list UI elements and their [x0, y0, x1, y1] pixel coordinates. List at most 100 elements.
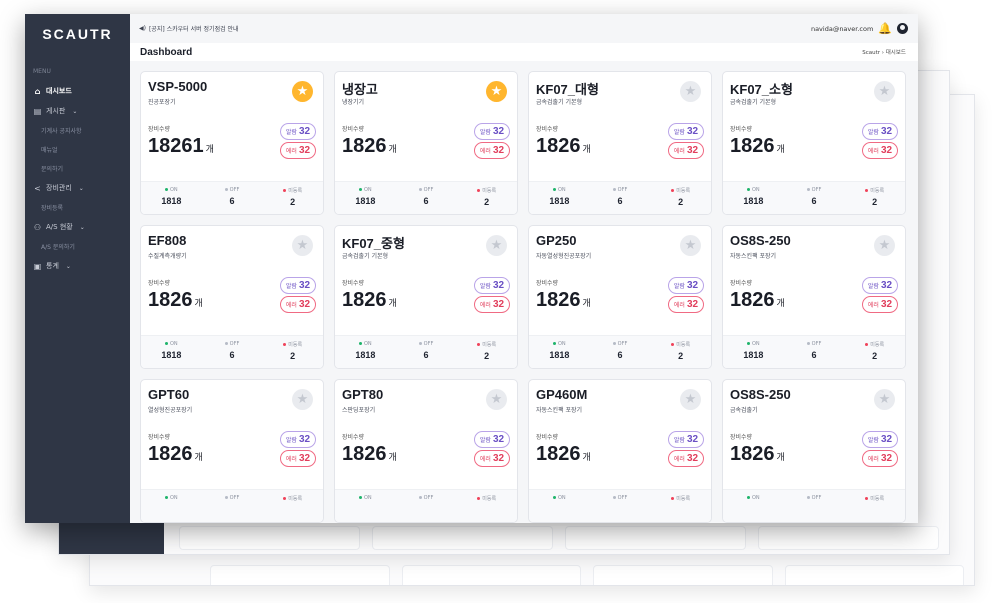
error-badge[interactable]: 에러 32	[474, 142, 510, 159]
device-count-value: 1826	[536, 289, 581, 311]
error-badge[interactable]: 에러 32	[280, 296, 316, 313]
favorite-star-icon[interactable]: ★	[874, 81, 895, 102]
unreg-label: 미등록	[676, 342, 691, 348]
error-badge[interactable]: 에러 32	[862, 450, 898, 467]
alarm-badge[interactable]: 알람 32	[668, 123, 704, 140]
sidebar-item-5[interactable]: < 장비관리 ⌄	[25, 178, 130, 198]
error-badge[interactable]: 에러 32	[474, 450, 510, 467]
breadcrumb[interactable]: Scautr › 대시보드	[862, 50, 906, 57]
sidebar-item-label: 기계사 공지사항	[41, 128, 82, 135]
sidebar-item-label: A/S 문의하기	[41, 244, 75, 251]
favorite-star-icon[interactable]: ★	[292, 81, 313, 102]
on-count: 1818	[161, 196, 182, 206]
alarm-badge[interactable]: 알람 32	[862, 277, 898, 294]
unreg-count: 2	[872, 351, 878, 361]
user-email[interactable]: navida@naver.com	[810, 24, 874, 33]
alarm-badge[interactable]: 알람 32	[280, 277, 316, 294]
error-badge[interactable]: 에러 32	[862, 142, 898, 159]
device-card[interactable]: GP460M 자동스킨팩 포장기 ★ 장비수량 1826 개 알람 32 에러 32 …	[528, 379, 712, 523]
sidebar-item-9[interactable]: ▣ 통계 ⌄	[25, 256, 130, 276]
device-count-value: 1826	[148, 289, 193, 311]
device-count: 1826 개	[536, 135, 591, 158]
device-card[interactable]: GPT60 열성형진공포장기 ★ 장비수량 1826 개 알람 32 에러 32 ON…	[140, 379, 324, 523]
bell-icon[interactable]: 🔔	[878, 22, 892, 36]
unreg-count: 2	[290, 351, 296, 361]
device-type: 금속검출기 기본형	[536, 99, 583, 106]
device-name: OS8S-250	[730, 387, 791, 402]
off-label: OFF	[229, 187, 240, 193]
error-count: 32	[880, 145, 893, 156]
device-card[interactable]: OS8S-250 금속검출기 ★ 장비수량 1826 개 알람 32 에러 32 ON…	[722, 379, 906, 523]
alarm-label: 알람	[673, 129, 685, 136]
device-card[interactable]: KF07_소형 금속검출기 기본형 ★ 장비수량 1826 개 알람 32 에러 32…	[722, 71, 906, 215]
device-card[interactable]: 냉장고 냉장기기 ★ 장비수량 1826 개 알람 32 에러 32 ON 1818 O…	[334, 71, 518, 215]
device-name: GP460M	[536, 387, 588, 402]
sidebar-item-1[interactable]: ▤ 게시판 ⌄	[25, 101, 130, 121]
alarm-badge[interactable]: 알람 32	[668, 277, 704, 294]
status-stats: ON OFF 미등록	[335, 489, 517, 522]
alarm-badge[interactable]: 알람 32	[862, 431, 898, 448]
sidebar-item-7[interactable]: ⚇ A/S 현황 ⌄	[25, 217, 130, 237]
device-type: 자동열성형진공포장기	[536, 253, 592, 260]
app-logo[interactable]: SCAUTR	[42, 26, 113, 42]
error-count: 32	[686, 453, 699, 464]
alarm-badge[interactable]: 알람 32	[280, 123, 316, 140]
alarm-label: 알람	[673, 283, 685, 290]
favorite-star-icon[interactable]: ★	[486, 389, 507, 410]
sidebar-item-6[interactable]: 장비등록	[25, 198, 130, 217]
sidebar-item-2[interactable]: 기계사 공지사항	[25, 121, 130, 140]
device-card[interactable]: GPT80 스판딩포장기 ★ 장비수량 1826 개 알람 32 에러 32 ON O…	[334, 379, 518, 523]
off-count: 6	[811, 196, 817, 206]
error-badge[interactable]: 에러 32	[668, 450, 704, 467]
error-badge[interactable]: 에러 32	[668, 296, 704, 313]
alarm-badge[interactable]: 알람 32	[280, 431, 316, 448]
on-label: ON	[363, 187, 372, 193]
device-card[interactable]: GP250 자동열성형진공포장기 ★ 장비수량 1826 개 알람 32 에러 32 …	[528, 225, 712, 369]
alarm-badge[interactable]: 알람 32	[668, 431, 704, 448]
favorite-star-icon[interactable]: ★	[874, 389, 895, 410]
on-count: 1818	[355, 350, 376, 360]
device-card[interactable]: EF808 수질계측개량기 ★ 장비수량 1826 개 알람 32 에러 32 ON 1…	[140, 225, 324, 369]
alarm-badge[interactable]: 알람 32	[862, 123, 898, 140]
user-icon[interactable]	[897, 23, 908, 35]
error-badge[interactable]: 에러 32	[862, 296, 898, 313]
alarm-badge[interactable]: 알람 32	[474, 123, 510, 140]
error-badge[interactable]: 에러 32	[280, 142, 316, 159]
device-type: 냉장기기	[342, 99, 365, 106]
favorite-star-icon[interactable]: ★	[486, 235, 507, 256]
off-label: OFF	[617, 495, 628, 501]
favorite-star-icon[interactable]: ★	[292, 389, 313, 410]
favorite-star-icon[interactable]: ★	[680, 389, 701, 410]
off-count: 6	[229, 196, 235, 206]
device-name: KF07_중형	[342, 236, 405, 251]
error-badge[interactable]: 에러 32	[280, 450, 316, 467]
device-type: 금속검출기 기본형	[730, 99, 777, 106]
on-label: ON	[751, 187, 760, 193]
favorite-star-icon[interactable]: ★	[680, 81, 701, 102]
sidebar-item-4[interactable]: 문의하기	[25, 159, 130, 178]
favorite-star-icon[interactable]: ★	[874, 235, 895, 256]
device-card[interactable]: KF07_대형 금속검출기 기본형 ★ 장비수량 1826 개 알람 32 에러 32…	[528, 71, 712, 215]
favorite-star-icon[interactable]: ★	[292, 235, 313, 256]
sidebar-item-8[interactable]: A/S 문의하기	[25, 237, 130, 256]
sidebar-item-3[interactable]: 매뉴얼	[25, 140, 130, 159]
device-card[interactable]: VSP-5000 진공포장기 ★ 장비수량 18261 개 알람 32 에러 32 O…	[140, 71, 324, 215]
favorite-star-icon[interactable]: ★	[486, 81, 507, 102]
unreg-label: 미등록	[288, 496, 303, 502]
device-card[interactable]: OS8S-250 자동스킨팩 포장기 ★ 장비수량 1826 개 알람 32 에러 3…	[722, 225, 906, 369]
device-card[interactable]: KF07_중형 금속검출기 기본형 ★ 장비수량 1826 개 알람 32 에러 32…	[334, 225, 518, 369]
alarm-badge[interactable]: 알람 32	[474, 431, 510, 448]
notice-banner[interactable]: ◀) [공지] 스카우터 서버 정기점검 안내	[139, 24, 239, 33]
notice-text: [공지] 스카우터 서버 정기점검 안내	[148, 26, 239, 34]
error-badge[interactable]: 에러 32	[474, 296, 510, 313]
status-stats: ON OFF 미등록	[723, 489, 905, 522]
alarm-badge[interactable]: 알람 32	[474, 277, 510, 294]
favorite-star-icon[interactable]: ★	[680, 235, 701, 256]
error-badge[interactable]: 에러 32	[668, 142, 704, 159]
alarm-count: 32	[686, 434, 699, 445]
sidebar-item-0[interactable]: ⌂ 대시보드	[25, 81, 130, 101]
error-label: 에러	[867, 148, 879, 155]
device-count-value: 1826	[536, 135, 581, 157]
device-name: KF07_소형	[730, 82, 793, 97]
share-icon: <	[34, 183, 41, 193]
